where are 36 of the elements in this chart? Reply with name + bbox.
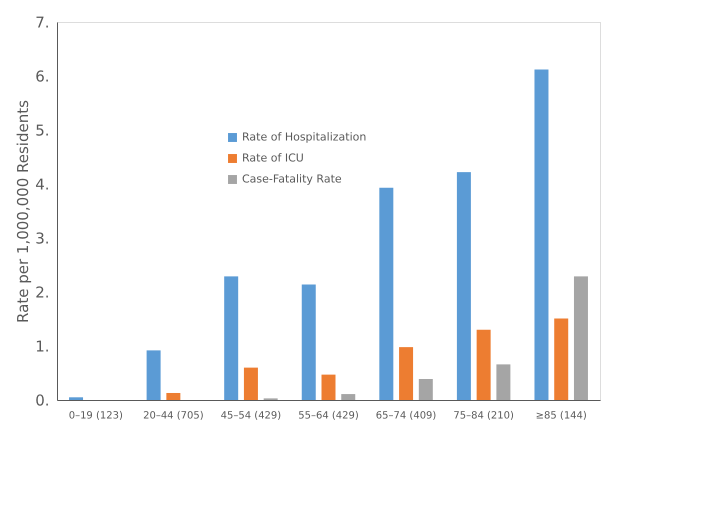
y-axis-title: Rate per 1,000,000 Residents <box>14 100 32 323</box>
y-tick-label: 0. <box>35 392 50 410</box>
legend-label: Rate of Hospitalization <box>242 130 366 144</box>
y-tick-label: 5. <box>35 122 50 140</box>
y-tick-label: 1. <box>35 338 50 356</box>
y-tick-label: 2. <box>35 284 50 302</box>
x-tick-label: 0–19 (123) <box>68 410 123 422</box>
bar <box>69 397 84 400</box>
y-tick-label: 3. <box>35 230 50 248</box>
bar <box>224 276 238 400</box>
bar <box>341 394 356 400</box>
bar <box>146 350 161 400</box>
y-tick-label: 6. <box>35 68 50 86</box>
legend-label: Case-Fatality Rate <box>242 172 342 186</box>
bar <box>534 70 548 400</box>
bar <box>554 318 568 400</box>
x-tick-label: ≥85 (144) <box>536 410 587 422</box>
bar <box>476 330 491 400</box>
x-tick-label: 20–44 (705) <box>143 410 204 422</box>
bar <box>379 188 394 400</box>
bar <box>399 347 414 400</box>
bar <box>418 378 433 400</box>
y-tick-label: 7. <box>35 14 50 32</box>
x-tick-label: 45–54 (429) <box>220 410 282 422</box>
x-tick-label: 65–74 (409) <box>376 410 436 422</box>
bar <box>574 276 588 400</box>
bar <box>166 392 180 400</box>
legend-label: Rate of ICU <box>242 152 304 164</box>
y-tick-label: 4. <box>35 176 50 194</box>
bar <box>496 364 510 400</box>
bar <box>322 374 336 400</box>
x-tick-label: 75–84 (210) <box>453 410 514 422</box>
bar <box>302 284 316 400</box>
x-tick-label: 55–64 (429) <box>298 410 359 422</box>
bar <box>244 368 258 400</box>
bar <box>456 172 471 400</box>
